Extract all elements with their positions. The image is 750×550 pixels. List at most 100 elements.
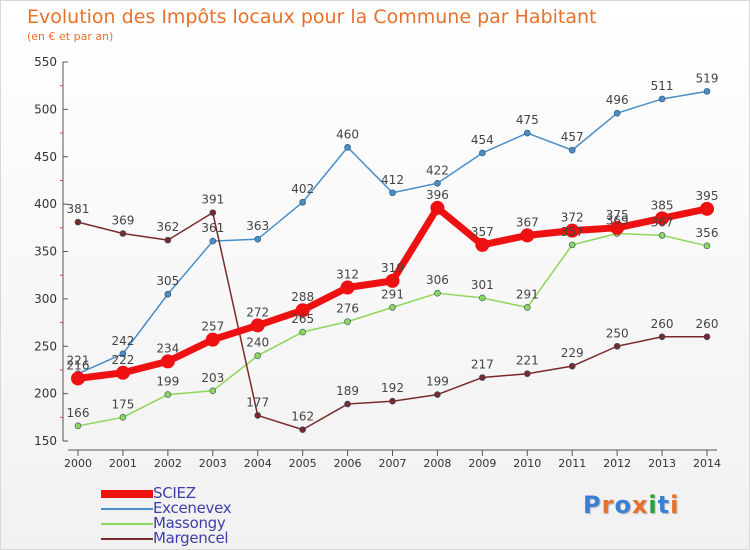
data-label-sciez: 272 [246, 305, 269, 319]
data-point-margencel [164, 236, 172, 244]
data-label-sciez: 375 [606, 208, 629, 222]
data-label-excenevex: 402 [291, 182, 314, 196]
data-point-sciez [475, 237, 490, 252]
data-label-massongy: 291 [381, 287, 404, 301]
data-label-sciez: 396 [426, 188, 449, 202]
data-label-margencel: 177 [246, 395, 269, 409]
data-label-excenevex: 454 [471, 133, 494, 147]
data-label-massongy: 203 [201, 371, 224, 385]
data-point-sciez [295, 303, 310, 318]
data-point-margencel [613, 342, 621, 350]
legend-label: Massongy [153, 514, 226, 532]
data-point-excenevex [299, 198, 306, 206]
y-tick-label: 250 [34, 339, 57, 353]
data-label-sciez: 367 [516, 215, 539, 229]
legend-label: Margencel [153, 529, 229, 547]
data-label-excenevex: 519 [696, 71, 719, 85]
data-label-excenevex: 475 [516, 113, 539, 127]
data-label-margencel: 250 [606, 326, 629, 340]
legend-swatch [101, 489, 153, 498]
data-label-margencel: 217 [471, 358, 494, 372]
data-label-margencel: 221 [516, 354, 539, 368]
data-point-sciez [520, 228, 535, 243]
y-tick-label: 450 [34, 150, 57, 164]
data-point-excenevex [389, 189, 396, 197]
chart-title: Evolution des Impôts locaux pour la Comm… [27, 6, 597, 28]
data-point-sciez [700, 201, 714, 216]
legend-item-sciez: SCIEZ [101, 486, 231, 501]
data-label-excenevex: 221 [67, 354, 90, 368]
data-point-margencel [523, 370, 531, 378]
x-tick-label: 2002 [154, 457, 182, 470]
data-point-massongy [344, 318, 351, 325]
data-label-margencel: 162 [291, 410, 314, 424]
y-tick-label: 500 [34, 102, 57, 116]
logo-letter: t [657, 491, 671, 519]
data-label-massongy: 265 [291, 312, 314, 326]
data-point-margencel [74, 218, 82, 226]
data-point-massongy [703, 242, 711, 250]
data-label-margencel: 369 [111, 213, 134, 227]
data-label-massongy: 301 [471, 278, 494, 292]
x-tick-label: 2008 [423, 457, 451, 470]
y-tick-label: 400 [34, 197, 57, 211]
data-label-massongy: 240 [246, 336, 269, 350]
data-point-massongy [74, 422, 82, 430]
x-tick-label: 2007 [379, 457, 407, 470]
data-label-excenevex: 242 [111, 334, 134, 348]
data-label-margencel: 260 [651, 317, 674, 331]
data-point-massongy [164, 391, 172, 398]
legend-item-excenevex: Excenevex [101, 501, 232, 516]
data-point-margencel [299, 426, 306, 433]
data-point-sciez [115, 365, 130, 380]
chart-subtitle: (en € et par an) [27, 30, 114, 43]
data-label-margencel: 381 [67, 202, 90, 216]
data-point-margencel [479, 374, 486, 381]
data-label-excenevex: 361 [201, 221, 224, 235]
logo-letter: P [583, 491, 602, 519]
data-point-margencel [658, 333, 666, 341]
data-label-sciez: 385 [651, 198, 674, 212]
data-point-massongy [479, 294, 486, 302]
data-point-excenevex [613, 109, 621, 117]
data-point-sciez [340, 280, 355, 295]
data-point-margencel [568, 362, 576, 370]
data-point-sciez [610, 220, 625, 235]
data-point-massongy [254, 352, 262, 360]
series-layer [71, 88, 714, 433]
data-label-margencel: 192 [381, 381, 404, 395]
logo-letter: r [601, 491, 615, 519]
data-label-excenevex: 496 [606, 93, 629, 107]
x-tick-label: 2003 [199, 457, 227, 470]
data-point-margencel [703, 333, 711, 341]
y-tick-label: 350 [34, 245, 57, 259]
data-point-excenevex [568, 146, 576, 154]
y-tick-label: 200 [34, 387, 57, 401]
data-label-massongy: 199 [156, 375, 179, 389]
x-tick-label: 2006 [334, 457, 362, 470]
data-label-sciez: 216 [67, 358, 90, 372]
data-point-margencel [344, 400, 351, 408]
data-point-excenevex [344, 143, 351, 151]
data-point-excenevex [164, 290, 172, 298]
logo-letter: x [631, 491, 649, 519]
data-label-sciez: 395 [696, 189, 719, 203]
data-label-excenevex: 363 [246, 219, 269, 233]
data-point-margencel [254, 412, 262, 419]
data-point-excenevex [434, 179, 441, 187]
series-line-margencel [77, 211, 708, 431]
data-point-massongy [389, 304, 396, 311]
data-point-sciez [250, 318, 265, 333]
data-point-sciez [565, 223, 580, 238]
data-label-margencel: 189 [336, 384, 359, 398]
data-point-sciez [430, 200, 445, 215]
data-point-sciez [71, 371, 85, 386]
logo-letter: i [670, 491, 680, 519]
data-point-massongy [299, 328, 306, 336]
data-label-massongy: 276 [336, 302, 359, 316]
data-label-sciez: 257 [201, 320, 224, 334]
legend-label: SCIEZ [153, 484, 196, 502]
data-point-excenevex [658, 95, 666, 103]
data-label-massongy: 367 [651, 215, 674, 229]
